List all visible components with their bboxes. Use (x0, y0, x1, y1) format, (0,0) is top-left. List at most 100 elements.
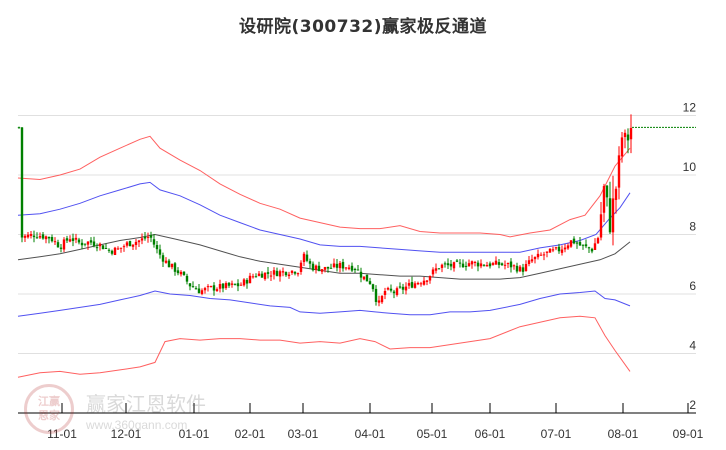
candle-up (320, 269, 324, 272)
candle-up (302, 253, 306, 263)
candle-down (65, 238, 69, 241)
candle-down (173, 263, 177, 272)
y-tick-label: 2 (689, 398, 696, 412)
candle-up (131, 244, 135, 247)
candle-up (407, 283, 411, 286)
candle-down (449, 263, 453, 267)
candle-up (362, 276, 366, 280)
candle-down (59, 247, 63, 249)
candle-down (458, 262, 462, 264)
candle-up (491, 263, 495, 265)
candle-up (119, 247, 123, 249)
candle-down (47, 236, 51, 239)
candle-up (86, 241, 90, 245)
candle-down (83, 243, 87, 245)
candle-down (515, 265, 519, 272)
candle-down (158, 249, 162, 255)
candle-up (440, 264, 444, 268)
candle-up (563, 247, 567, 250)
candle-up (536, 253, 540, 258)
y-tick-label: 6 (689, 279, 696, 293)
candle-up (230, 283, 234, 285)
candle-down (359, 271, 363, 278)
candle-down (476, 262, 480, 267)
candles (17, 114, 633, 307)
candle-down (221, 283, 225, 289)
candle-down (374, 288, 378, 302)
candle-down (41, 234, 45, 239)
candle-up (179, 271, 183, 275)
inner-upper-line (17, 181, 631, 253)
candle-up (344, 267, 348, 269)
candle-up (434, 268, 438, 271)
candle-up (530, 259, 534, 262)
candle-down (365, 274, 369, 282)
candle-up (269, 275, 273, 277)
candle-down (17, 127, 21, 129)
candle-down (521, 267, 525, 272)
candle-up (251, 276, 255, 278)
y-axis-ticks: 2 4 6 8 10 12 (683, 101, 697, 413)
candle-up (542, 254, 546, 256)
candle-up (467, 263, 471, 267)
x-tick-label: 07-01 (541, 427, 572, 441)
candle-down (590, 248, 594, 252)
candle-up (242, 279, 246, 286)
candle-up (386, 287, 390, 290)
candle-up (26, 234, 30, 238)
x-axis: 11-01 12-01 01-01 02-01 03-01 04-01 05-01 06-01… (18, 403, 704, 441)
candle-up (518, 266, 522, 272)
x-tick-label: 03-01 (288, 427, 319, 441)
x-tick-label: 11-01 (47, 427, 77, 441)
candle-up (629, 127, 633, 140)
candle-down (353, 269, 357, 271)
candle-down (293, 271, 297, 274)
candle-down (500, 263, 504, 266)
candle-up (593, 243, 597, 250)
candle-down (50, 237, 54, 242)
candle-up (314, 265, 318, 270)
candle-down (356, 269, 360, 271)
candle-down (161, 255, 165, 262)
candle-down (557, 246, 561, 252)
candle-down (488, 263, 492, 267)
candle-down (389, 288, 393, 291)
candle-down (368, 281, 372, 285)
candle-down (212, 285, 216, 291)
candle-down (626, 134, 630, 141)
candle-up (116, 248, 120, 250)
candle-down (437, 268, 441, 270)
candle-down (155, 245, 159, 250)
candle-down (572, 238, 576, 244)
candle-up (485, 265, 489, 267)
candle-down (194, 288, 198, 290)
candle-down (308, 261, 312, 264)
candle-up (137, 240, 141, 243)
candle-down (152, 239, 156, 245)
candle-up (203, 288, 207, 291)
candle-down (182, 271, 186, 276)
candle-up (539, 254, 543, 256)
candle-down (608, 198, 612, 233)
chart-title: 设研院(300732)赢家极反通道 (238, 17, 487, 37)
candle-up (287, 274, 291, 277)
candle-up (548, 248, 552, 253)
candle-down (605, 185, 609, 198)
candle-up (323, 267, 327, 270)
candle-down (56, 242, 60, 248)
candle-up (140, 238, 144, 241)
y-tick-label: 10 (683, 160, 697, 174)
outer-upper-line (17, 135, 631, 238)
candle-up (215, 289, 219, 292)
candle-up (68, 239, 72, 242)
candle-up (272, 270, 276, 275)
candle-up (44, 236, 48, 240)
candle-down (392, 291, 396, 294)
candle-down (95, 247, 99, 249)
candle-up (599, 214, 603, 238)
candle-down (341, 261, 345, 269)
candle-up (248, 275, 252, 284)
candle-down (149, 235, 153, 238)
outer-lower-line (17, 315, 631, 378)
